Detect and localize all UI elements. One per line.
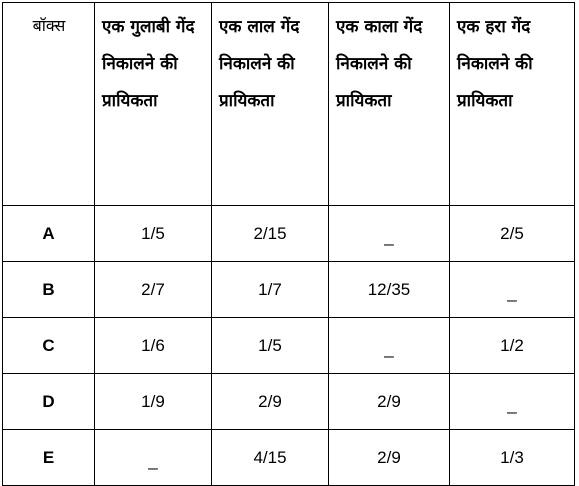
cell-pink: _ bbox=[94, 429, 212, 486]
cell-black: 2/9 bbox=[328, 373, 450, 430]
row-label: B bbox=[2, 261, 95, 318]
cell-pink: 1/5 bbox=[94, 205, 212, 262]
row-label: A bbox=[2, 205, 95, 262]
cell-red: 2/9 bbox=[211, 373, 329, 430]
header-red-probability: एक लाल गेंद निकालने की प्रायिकता bbox=[211, 2, 329, 206]
header-green-probability: एक हरा गेंद निकालने की प्रायिकता bbox=[449, 2, 575, 206]
cell-black: 2/9 bbox=[328, 429, 450, 486]
cell-pink: 2/7 bbox=[94, 261, 212, 318]
cell-red: 1/5 bbox=[211, 317, 329, 374]
cell-red: 4/15 bbox=[211, 429, 329, 486]
cell-red: 2/15 bbox=[211, 205, 329, 262]
cell-black: _ bbox=[328, 317, 450, 374]
cell-green: 1/2 bbox=[449, 317, 575, 374]
cell-black: 12/35 bbox=[328, 261, 450, 318]
table-row: C 1/6 1/5 _ 1/2 bbox=[2, 317, 575, 374]
cell-black: _ bbox=[328, 205, 450, 262]
cell-green: _ bbox=[449, 261, 575, 318]
table-row: E _ 4/15 2/9 1/3 bbox=[2, 429, 575, 486]
header-black-probability: एक काला गेंद निकालने की प्रायिकता bbox=[328, 2, 450, 206]
header-row: बॉक्स एक गुलाबी गेंद निकालने की प्रायिकत… bbox=[2, 2, 575, 206]
cell-pink: 1/6 bbox=[94, 317, 212, 374]
table-row: B 2/7 1/7 12/35 _ bbox=[2, 261, 575, 318]
cell-green: 2/5 bbox=[449, 205, 575, 262]
row-label: E bbox=[2, 429, 95, 486]
cell-pink: 1/9 bbox=[94, 373, 212, 430]
row-label: C bbox=[2, 317, 95, 374]
table-row: D 1/9 2/9 2/9 _ bbox=[2, 373, 575, 430]
header-box: बॉक्स bbox=[2, 2, 95, 206]
table-row: A 1/5 2/15 _ 2/5 bbox=[2, 205, 575, 262]
cell-red: 1/7 bbox=[211, 261, 329, 318]
cell-green: 1/3 bbox=[449, 429, 575, 486]
header-pink-probability: एक गुलाबी गेंद निकालने की प्रायिकता bbox=[94, 2, 212, 206]
cell-green: _ bbox=[449, 373, 575, 430]
row-label: D bbox=[2, 373, 95, 430]
